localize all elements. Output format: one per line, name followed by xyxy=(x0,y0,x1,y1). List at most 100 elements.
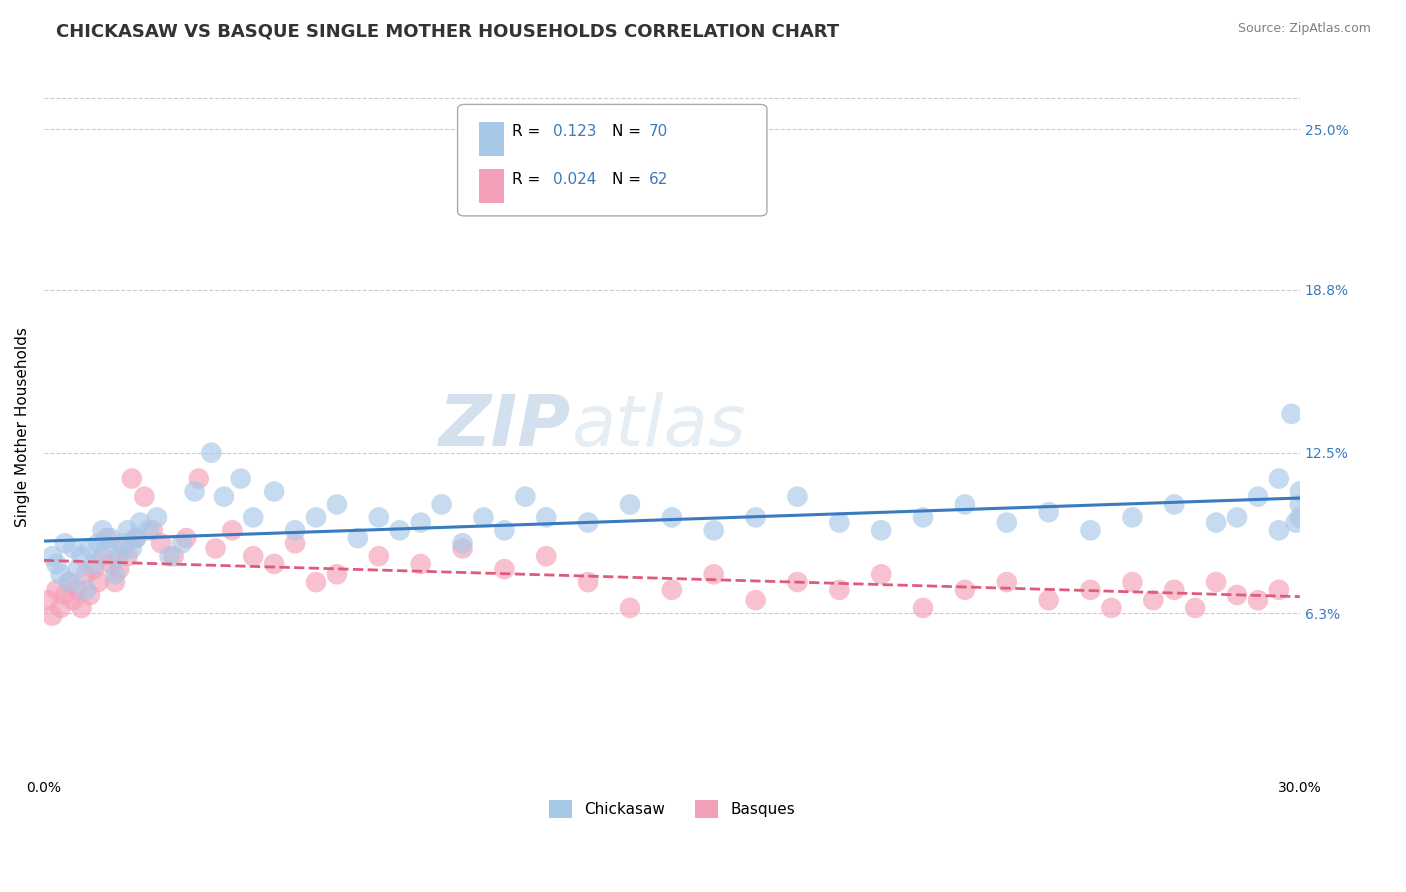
Point xyxy=(100,557,122,571)
Point xyxy=(1285,516,1308,530)
Point xyxy=(536,510,558,524)
Point xyxy=(703,567,725,582)
Point xyxy=(1281,407,1303,421)
Point xyxy=(87,536,110,550)
Point xyxy=(284,524,307,538)
Point xyxy=(1080,524,1102,538)
Point xyxy=(212,490,235,504)
Point xyxy=(134,490,156,504)
Point xyxy=(83,557,105,571)
Point xyxy=(91,524,114,538)
Point xyxy=(995,516,1018,530)
Point xyxy=(912,510,935,524)
Point xyxy=(1288,510,1310,524)
Point xyxy=(187,472,209,486)
Point xyxy=(494,562,516,576)
Point xyxy=(104,567,127,582)
Point xyxy=(146,510,169,524)
Point xyxy=(58,575,80,590)
Point xyxy=(53,536,76,550)
Point xyxy=(242,549,264,564)
Point xyxy=(200,445,222,459)
Point xyxy=(1268,582,1291,597)
Point xyxy=(1184,601,1206,615)
Point xyxy=(45,557,67,571)
Point xyxy=(53,588,76,602)
Point xyxy=(1163,582,1185,597)
Point xyxy=(1121,510,1143,524)
Point xyxy=(870,567,893,582)
Point xyxy=(75,567,97,582)
Point xyxy=(125,531,148,545)
Point xyxy=(121,541,143,556)
Point xyxy=(326,498,349,512)
Point xyxy=(576,516,599,530)
Point xyxy=(828,582,851,597)
Point xyxy=(744,593,766,607)
Point xyxy=(1247,593,1270,607)
Point xyxy=(174,531,197,545)
Point xyxy=(75,582,97,597)
Point xyxy=(451,536,474,550)
Point xyxy=(117,524,139,538)
Point xyxy=(183,484,205,499)
Point xyxy=(828,516,851,530)
Point xyxy=(83,562,105,576)
Text: R =: R = xyxy=(512,172,546,187)
Point xyxy=(1288,484,1310,499)
Point xyxy=(37,593,59,607)
Point xyxy=(104,575,127,590)
Text: 0.024: 0.024 xyxy=(553,172,596,187)
Point xyxy=(995,575,1018,590)
Point xyxy=(159,549,181,564)
Point xyxy=(536,549,558,564)
Point xyxy=(430,498,453,512)
Point xyxy=(326,567,349,582)
Point xyxy=(1205,516,1227,530)
Text: 62: 62 xyxy=(648,172,668,187)
Point xyxy=(1080,582,1102,597)
Point xyxy=(305,575,328,590)
Point xyxy=(87,575,110,590)
Point xyxy=(70,549,93,564)
Point xyxy=(138,524,160,538)
Point xyxy=(1288,498,1310,512)
Point xyxy=(1226,510,1249,524)
Point xyxy=(744,510,766,524)
Point xyxy=(79,541,101,556)
Point xyxy=(661,510,683,524)
Point xyxy=(1247,490,1270,504)
Point xyxy=(388,524,411,538)
Point xyxy=(1226,588,1249,602)
Point xyxy=(229,472,252,486)
Text: 70: 70 xyxy=(648,124,668,139)
Point xyxy=(221,524,243,538)
Point xyxy=(142,524,165,538)
Text: N =: N = xyxy=(612,172,647,187)
Point xyxy=(129,516,152,530)
Point xyxy=(41,549,63,564)
Point xyxy=(204,541,226,556)
Text: ZIP: ZIP xyxy=(439,392,571,461)
Point xyxy=(66,582,89,597)
Point xyxy=(41,608,63,623)
Point xyxy=(347,531,370,545)
Point xyxy=(108,562,131,576)
Point xyxy=(1099,601,1122,615)
Point xyxy=(409,516,432,530)
Legend: Chickasaw, Basques: Chickasaw, Basques xyxy=(543,794,801,824)
Point xyxy=(1205,575,1227,590)
Point xyxy=(912,601,935,615)
Point xyxy=(112,541,135,556)
Point xyxy=(953,498,976,512)
Point xyxy=(62,541,84,556)
Point xyxy=(170,536,193,550)
Point xyxy=(263,557,285,571)
Y-axis label: Single Mother Households: Single Mother Households xyxy=(15,326,30,527)
Text: N =: N = xyxy=(612,124,647,139)
Point xyxy=(150,536,173,550)
Point xyxy=(79,588,101,602)
Point xyxy=(117,549,139,564)
Point xyxy=(49,601,72,615)
Point xyxy=(870,524,893,538)
